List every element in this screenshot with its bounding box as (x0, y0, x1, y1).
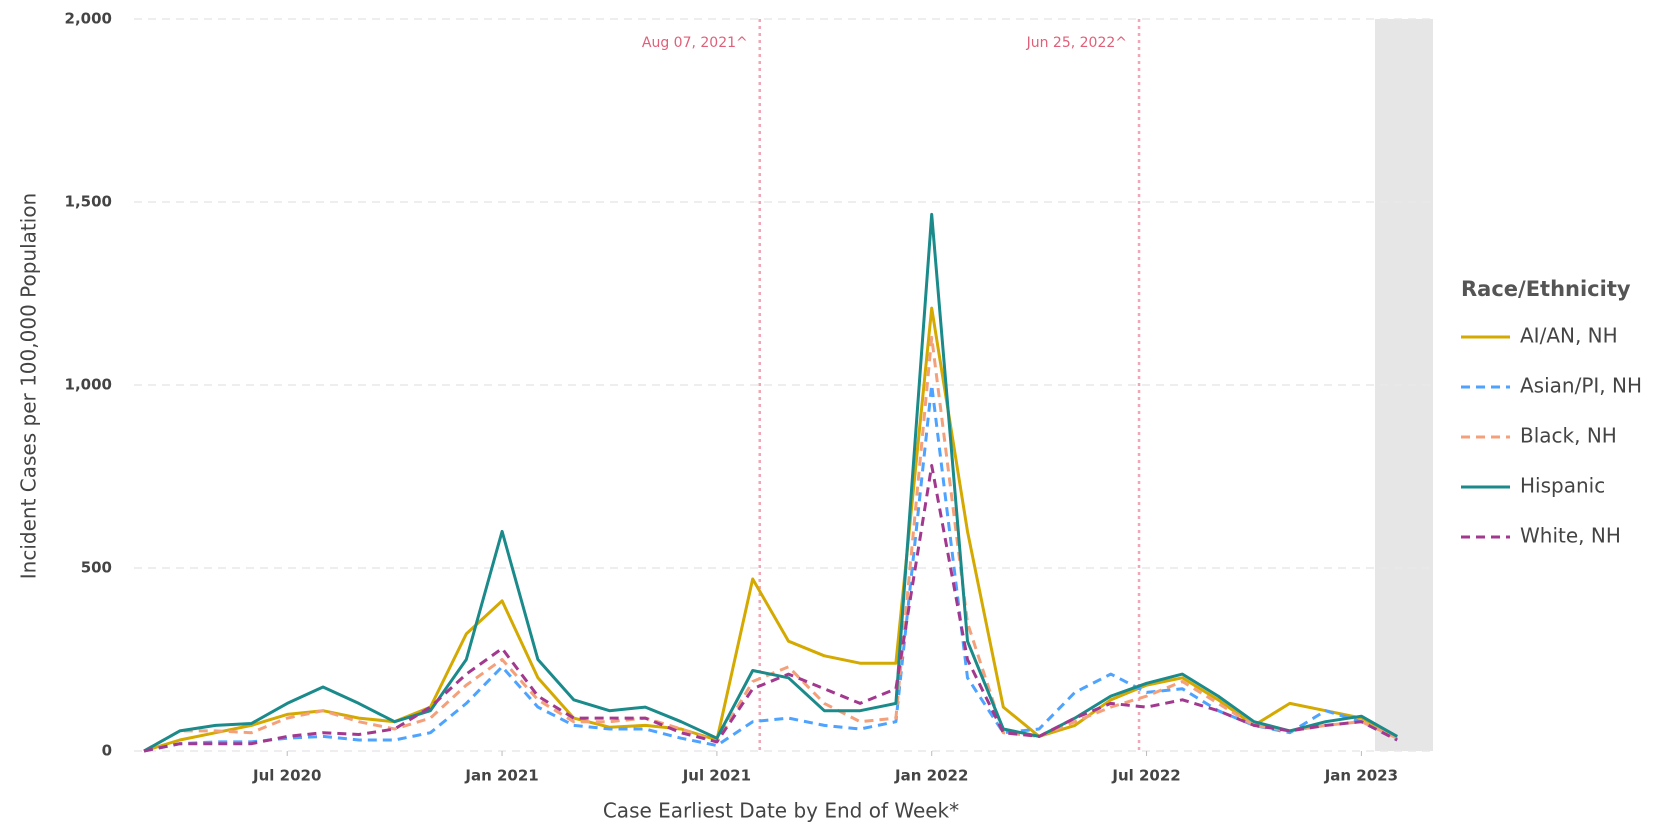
legend-label: Black, NH (1520, 424, 1617, 448)
series-line (143, 464, 1398, 753)
y-axis-title: Incident Cases per 100,000 Population (17, 193, 41, 579)
series-line (143, 383, 1398, 753)
y-tick-label: 1,000 (65, 376, 112, 394)
legend-title: Race/Ethnicity (1461, 277, 1631, 301)
x-tick-label: Jul 2022 (1111, 767, 1180, 785)
x-tick-label: Jul 2021 (682, 767, 751, 785)
x-tick-label: Jan 2022 (894, 767, 968, 785)
y-tick-label: 0 (102, 742, 112, 760)
series-line (143, 306, 1398, 753)
x-tick-label: Jan 2021 (464, 767, 538, 785)
annotation-label: Aug 07, 2021^ (642, 35, 748, 51)
legend-label: Asian/PI, NH (1520, 374, 1642, 398)
y-tick-label: 500 (81, 559, 112, 577)
legend-label: White, NH (1520, 524, 1621, 548)
x-axis-title: Case Earliest Date by End of Week* (603, 799, 959, 823)
series-line (143, 212, 1398, 753)
legend-label: Hispanic (1520, 474, 1605, 498)
y-tick-label: 1,500 (65, 193, 112, 211)
y-tick-label: 2,000 (65, 10, 112, 28)
annotation-label: Jun 25, 2022^ (1026, 35, 1127, 51)
x-tick-label: Jul 2020 (252, 767, 321, 785)
legend-label: AI/AN, NH (1520, 324, 1618, 348)
x-tick-label: Jan 2023 (1324, 767, 1398, 785)
